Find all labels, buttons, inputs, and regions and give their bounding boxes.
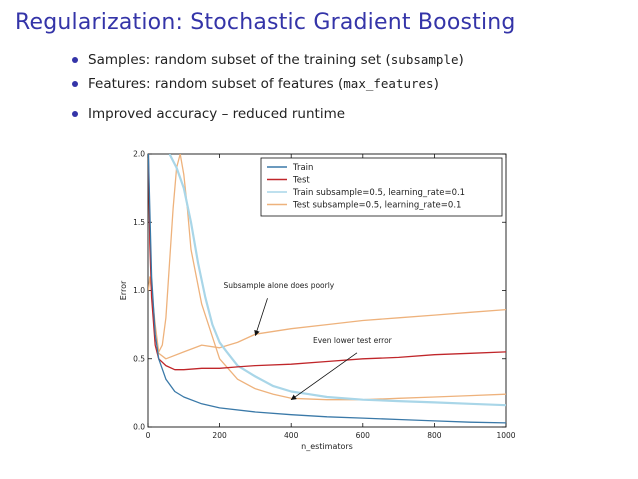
annotation-text: Even lower test error bbox=[313, 336, 393, 345]
bullet-item: Samples: random subset of the training s… bbox=[72, 50, 464, 74]
bullet-dot-icon bbox=[72, 81, 78, 87]
y-tick-label: 1.0 bbox=[133, 286, 145, 295]
bullet-dot-icon bbox=[72, 57, 78, 63]
bullet-code: max_features bbox=[343, 76, 434, 91]
legend-entry: Test bbox=[292, 176, 310, 186]
y-tick-label: 0.0 bbox=[133, 423, 145, 432]
y-tick-label: 0.5 bbox=[133, 354, 145, 363]
x-tick-label: 600 bbox=[356, 431, 371, 440]
annotation-arrow bbox=[290, 352, 358, 401]
bullet-item: Features: random subset of features (max… bbox=[72, 74, 464, 98]
series-line bbox=[156, 308, 506, 360]
bullet-text: Improved accuracy – reduced runtime bbox=[88, 106, 346, 122]
slide-title: Regularization: Stochastic Gradient Boos… bbox=[15, 10, 516, 35]
legend-entry: Test subsample=0.5, learning_rate=0.1 bbox=[292, 201, 461, 211]
bullet-list: Samples: random subset of the training s… bbox=[72, 50, 464, 128]
series-line bbox=[148, 154, 506, 424]
legend-entry: Train bbox=[292, 163, 313, 173]
y-axis-label: Error bbox=[119, 280, 128, 300]
legend-entry: Train subsample=0.5, learning_rate=0.1 bbox=[292, 188, 465, 198]
bullet-dot-icon bbox=[72, 111, 78, 117]
bullet-text: Samples: random subset of the training s… bbox=[88, 52, 391, 68]
series-line bbox=[168, 154, 506, 407]
annotation-text: Subsample alone does poorly bbox=[224, 281, 335, 290]
bullet-text-end: ) bbox=[458, 52, 464, 68]
x-tick-label: 400 bbox=[284, 431, 299, 440]
x-tick-label: 0 bbox=[146, 431, 151, 440]
bullet-text: Features: random subset of features ( bbox=[88, 76, 344, 92]
x-tick-label: 200 bbox=[212, 431, 227, 440]
legend-box bbox=[260, 157, 503, 217]
x-tick-label: 800 bbox=[427, 431, 442, 440]
series-group bbox=[148, 154, 506, 424]
bullet-code: subsample bbox=[390, 52, 459, 67]
bullet-item: Improved accuracy – reduced runtime bbox=[72, 104, 464, 128]
y-tick-label: 2.0 bbox=[133, 150, 145, 159]
annotation-arrow bbox=[254, 298, 268, 337]
x-axis-label: n_estimators bbox=[301, 442, 353, 451]
x-tick-label: 1000 bbox=[496, 431, 515, 440]
series-line bbox=[148, 154, 506, 371]
bullet-text-end: ) bbox=[433, 76, 439, 92]
y-tick-label: 1.5 bbox=[133, 218, 145, 227]
